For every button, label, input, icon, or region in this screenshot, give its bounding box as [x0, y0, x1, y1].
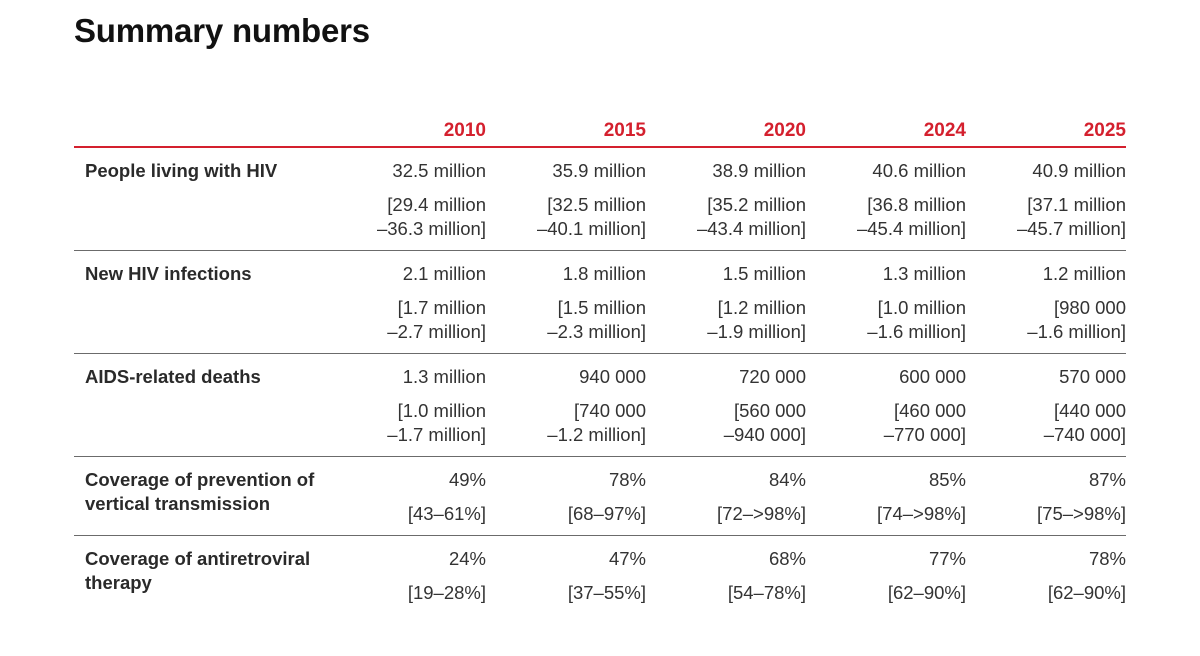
- table-cell: 35.9 million [32.5 million –40.1 million]: [486, 147, 646, 251]
- table-cell: 38.9 million [35.2 million –43.4 million]: [646, 147, 806, 251]
- cell-range: [43–61%]: [407, 503, 486, 524]
- cell-value: 68%: [768, 548, 806, 569]
- cell-range: [62–90%]: [1047, 582, 1126, 603]
- cell-range: [35.2 million –43.4 million]: [696, 194, 806, 239]
- cell-range: [560 000 –940 000]: [723, 400, 806, 445]
- cell-range: [460 000 –770 000]: [883, 400, 966, 445]
- cell-value: 77%: [928, 548, 966, 569]
- table-cell: 1.3 million [1.0 million –1.7 million]: [326, 353, 486, 457]
- year-header: 2020: [646, 104, 806, 148]
- cell-value: 1.5 million: [722, 263, 806, 284]
- cell-value: 1.3 million: [402, 366, 486, 387]
- table-cell: 1.2 million [980 000 –1.6 million]: [966, 250, 1126, 354]
- cell-range: [54–78%]: [727, 582, 806, 603]
- table-cell: 2.1 million [1.7 million –2.7 million]: [326, 250, 486, 354]
- cell-range: [32.5 million –40.1 million]: [536, 194, 646, 239]
- cell-range: [72–>98%]: [717, 503, 806, 524]
- cell-value: 940 000: [579, 366, 646, 387]
- cell-value: 38.9 million: [712, 160, 806, 181]
- cell-range: [1.5 million –2.3 million]: [547, 297, 646, 342]
- table-cell: 1.8 million [1.5 million –2.3 million]: [486, 250, 646, 354]
- cell-value: 2.1 million: [402, 263, 486, 284]
- header-row: 2010 2015 2020 2024 2025: [74, 104, 1126, 148]
- table-cell: 40.9 million [37.1 million –45.7 million]: [966, 147, 1126, 251]
- cell-value: 24%: [448, 548, 486, 569]
- table-cell: 85% [74–>98%]: [806, 456, 966, 536]
- row-label: New HIV infections: [74, 250, 326, 354]
- cell-value: 600 000: [899, 366, 966, 387]
- table-cell: 78% [62–90%]: [966, 536, 1126, 615]
- cell-value: 720 000: [739, 366, 806, 387]
- cell-value: 1.3 million: [882, 263, 966, 284]
- cell-value: 1.2 million: [1042, 263, 1126, 284]
- cell-value: 87%: [1088, 469, 1126, 490]
- cell-range: [36.8 million –45.4 million]: [856, 194, 966, 239]
- table-cell: 47% [37–55%]: [486, 536, 646, 615]
- table-cell: 84% [72–>98%]: [646, 456, 806, 536]
- cell-value: 47%: [608, 548, 646, 569]
- year-header: 2010: [326, 104, 486, 148]
- cell-value: 78%: [1088, 548, 1126, 569]
- cell-value: 85%: [928, 469, 966, 490]
- table-cell: 68% [54–78%]: [646, 536, 806, 615]
- cell-value: 32.5 million: [392, 160, 486, 181]
- cell-value: 49%: [448, 469, 486, 490]
- table-cell: 600 000 [460 000 –770 000]: [806, 353, 966, 457]
- table-cell: 720 000 [560 000 –940 000]: [646, 353, 806, 457]
- cell-range: [1.2 million –1.9 million]: [707, 297, 806, 342]
- row-label: AIDS-related deaths: [74, 353, 326, 457]
- row-label: Coverage of antiretroviral therapy: [85, 548, 311, 593]
- cell-range: [37–55%]: [567, 582, 646, 603]
- cell-range: [75–>98%]: [1037, 503, 1126, 524]
- table-cell: 87% [75–>98%]: [966, 456, 1126, 536]
- table-row: AIDS-related deaths 1.3 million [1.0 mill…: [74, 353, 1126, 457]
- row-label: Coverage of prevention of vertical trans…: [74, 456, 326, 536]
- table-cell: 40.6 million [36.8 million –45.4 million]: [806, 147, 966, 251]
- table-cell: 32.5 million [29.4 million –36.3 million]: [326, 147, 486, 251]
- cell-value: 40.6 million: [872, 160, 966, 181]
- table-cell: 49% [43–61%]: [326, 456, 486, 536]
- cell-value: 40.9 million: [1032, 160, 1126, 181]
- cell-range: [62–90%]: [887, 582, 966, 603]
- cell-value: 78%: [608, 469, 646, 490]
- header-corner: [74, 104, 326, 148]
- table-cell: 570 000 [440 000 –740 000]: [966, 353, 1126, 457]
- page-title: Summary numbers: [74, 12, 370, 49]
- cell-range: [19–28%]: [407, 582, 486, 603]
- table-row: People living with HIV 32.5 million [29.4…: [74, 147, 1126, 251]
- year-header: 2015: [486, 104, 646, 148]
- table-row: Coverage of antiretroviral therapy 24% [1…: [74, 536, 1126, 615]
- table-cell: 940 000 [740 000 –1.2 million]: [486, 353, 646, 457]
- cell-range: [74–>98%]: [877, 503, 966, 524]
- cell-value: 84%: [768, 469, 806, 490]
- table-cell: 24% [19–28%]: [326, 536, 486, 615]
- cell-range: [1.0 million –1.6 million]: [867, 297, 966, 342]
- table-cell: 78% [68–97%]: [486, 456, 646, 536]
- table-row: New HIV infections 2.1 million [1.7 milli…: [74, 250, 1126, 354]
- cell-value: 1.8 million: [562, 263, 646, 284]
- row-label: People living with HIV: [74, 147, 326, 251]
- table-cell: 1.3 million [1.0 million –1.6 million]: [806, 250, 966, 354]
- year-header: 2025: [966, 104, 1126, 148]
- cell-value: 570 000: [1059, 366, 1126, 387]
- cell-range: [68–97%]: [567, 503, 646, 524]
- cell-range: [37.1 million –45.7 million]: [1016, 194, 1126, 239]
- cell-range: [440 000 –740 000]: [1043, 400, 1126, 445]
- table-row: Coverage of prevention of vertical trans…: [74, 456, 1126, 536]
- year-header: 2024: [806, 104, 966, 148]
- cell-range: [740 000 –1.2 million]: [547, 400, 646, 445]
- table-cell: 77% [62–90%]: [806, 536, 966, 615]
- table-cell: 1.5 million [1.2 million –1.9 million]: [646, 250, 806, 354]
- cell-value: 35.9 million: [552, 160, 646, 181]
- cell-range: [29.4 million –36.3 million]: [376, 194, 486, 239]
- cell-range: [1.0 million –1.7 million]: [387, 400, 486, 445]
- cell-range: [980 000 –1.6 million]: [1027, 297, 1126, 342]
- summary-table: 2010 2015 2020 2024 2025 People living w…: [74, 104, 1126, 614]
- cell-range: [1.7 million –2.7 million]: [387, 297, 486, 342]
